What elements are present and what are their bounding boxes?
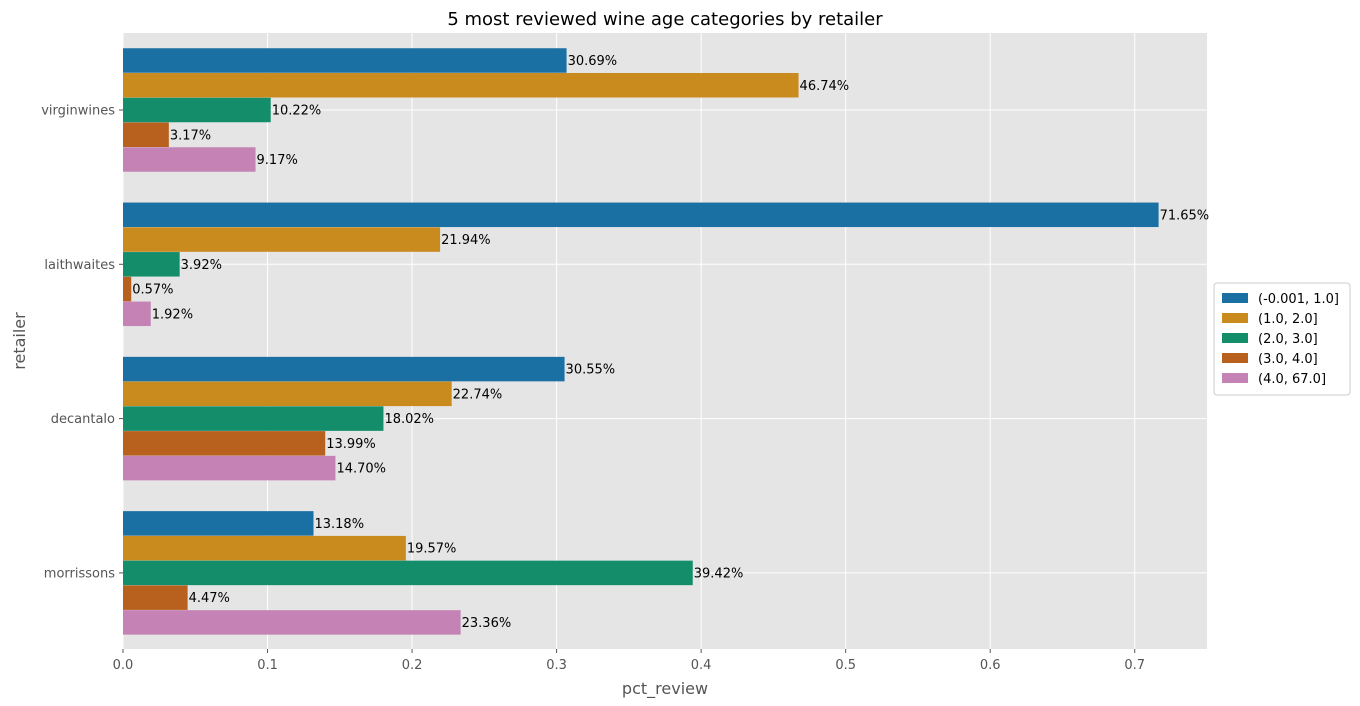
y-axis-ticks: virginwines laithwaites decantalo morrisson… <box>41 104 123 581</box>
legend-swatch <box>1222 313 1248 323</box>
x-tick-label: 0.6 <box>980 658 1001 673</box>
bar <box>123 511 314 536</box>
bar-value-label: 30.69% <box>568 54 618 69</box>
legend-label: (2.0, 3.0] <box>1258 332 1318 347</box>
y-tick-label: laithwaites <box>44 258 115 273</box>
bar <box>123 406 384 431</box>
x-tick-label: 0.3 <box>546 658 567 673</box>
legend-label: (1.0, 2.0] <box>1258 312 1318 327</box>
bar <box>123 610 461 635</box>
bar <box>123 73 799 98</box>
y-tick-label: virginwines <box>41 104 115 119</box>
bar <box>123 227 441 252</box>
bar-value-label: 1.92% <box>152 307 193 322</box>
legend-label: (3.0, 4.0] <box>1258 352 1318 367</box>
x-tick-label: 0.5 <box>835 658 856 673</box>
bar-value-label: 9.17% <box>257 153 298 168</box>
bar-value-label: 23.36% <box>462 616 512 631</box>
bar-value-label: 0.57% <box>132 283 173 298</box>
bar <box>123 301 151 327</box>
x-tick-label: 0.1 <box>257 658 278 673</box>
bar <box>123 431 326 456</box>
bar <box>123 381 452 407</box>
bar-value-label: 4.47% <box>189 591 230 606</box>
legend-swatch <box>1222 353 1248 363</box>
bar-value-label: 21.94% <box>441 233 491 248</box>
x-axis-label: pct_review <box>622 679 708 699</box>
bar-value-label: 71.65% <box>1160 208 1210 223</box>
chart-title: 5 most reviewed wine age categories by r… <box>447 9 883 30</box>
bar <box>123 122 169 147</box>
bar <box>123 585 188 610</box>
bar <box>123 97 271 123</box>
bar <box>123 48 567 73</box>
bar-value-label: 22.74% <box>453 387 503 402</box>
gridlines <box>122 33 1207 649</box>
bar <box>123 276 132 302</box>
bar-value-label: 46.74% <box>800 79 850 94</box>
bar <box>123 202 1159 228</box>
legend-swatch <box>1222 293 1248 303</box>
legend-box <box>1213 282 1351 396</box>
bar <box>123 455 336 481</box>
bar <box>123 356 565 382</box>
bar-value-label: 14.70% <box>336 462 386 477</box>
bar <box>123 252 180 277</box>
bar-value-label: 39.42% <box>694 566 744 581</box>
bar-value-label: 30.55% <box>566 363 616 378</box>
y-axis-label: retailer <box>10 312 29 370</box>
legend-label: (4.0, 67.0] <box>1258 372 1326 387</box>
x-tick-label: 0.7 <box>1124 658 1145 673</box>
bar <box>123 560 693 586</box>
bar-value-label: 10.22% <box>272 104 322 119</box>
bar <box>123 535 406 561</box>
bar-value-label: 19.57% <box>407 542 457 557</box>
x-tick-label: 0.2 <box>402 658 423 673</box>
x-tick-label: 0.0 <box>113 658 134 673</box>
x-tick-label: 0.4 <box>691 658 712 673</box>
bars-group: 30.69% 46.74% 10.22% 3.17% 9.17% 71.65% 21.94%… <box>123 48 1210 635</box>
bar-value-label: 13.18% <box>314 517 364 532</box>
bar-value-label: 3.17% <box>170 128 211 143</box>
bar-value-label: 18.02% <box>384 412 434 427</box>
legend: (-0.001, 1.0] (1.0, 2.0] (2.0, 3.0] (3.0, 4… <box>1213 282 1351 396</box>
legend-swatch <box>1222 373 1248 383</box>
bar-value-label: 13.99% <box>326 437 376 452</box>
legend-label: (-0.001, 1.0] <box>1258 292 1339 307</box>
legend-swatch <box>1222 333 1248 343</box>
bar-value-label: 3.92% <box>181 258 222 273</box>
x-axis-ticks: 0.0 0.1 0.2 0.3 0.4 0.5 0.6 0.7 <box>113 649 1145 673</box>
y-tick-label: decantalo <box>51 412 115 427</box>
y-tick-label: morrissons <box>44 566 115 581</box>
bar <box>123 147 256 172</box>
